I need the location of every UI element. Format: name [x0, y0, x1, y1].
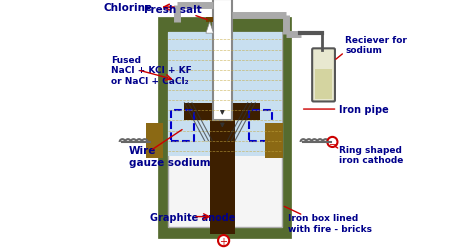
FancyBboxPatch shape	[210, 103, 235, 234]
Text: Fresh salt: Fresh salt	[144, 5, 202, 15]
Text: Wire
gauze sodium: Wire gauze sodium	[129, 145, 211, 167]
Text: $+$: $+$	[219, 235, 228, 246]
Circle shape	[327, 137, 337, 147]
FancyBboxPatch shape	[168, 33, 282, 156]
Text: Fused
NaCl + KCl + KF
or NaCl + CaCl₂: Fused NaCl + KCl + KF or NaCl + CaCl₂	[111, 56, 192, 85]
Text: Graphite anode: Graphite anode	[150, 212, 235, 222]
Text: Ring shaped
iron cathode: Ring shaped iron cathode	[339, 145, 403, 165]
Polygon shape	[206, 18, 213, 23]
FancyBboxPatch shape	[266, 123, 283, 159]
Text: Iron pipe: Iron pipe	[339, 105, 389, 115]
Circle shape	[218, 235, 229, 246]
Text: Iron box lined
with fire - bricks: Iron box lined with fire - bricks	[288, 213, 372, 233]
FancyBboxPatch shape	[168, 33, 282, 227]
Text: Chlorine: Chlorine	[104, 3, 153, 13]
Polygon shape	[206, 23, 213, 34]
FancyBboxPatch shape	[163, 23, 287, 234]
FancyBboxPatch shape	[146, 123, 164, 159]
FancyBboxPatch shape	[213, 0, 233, 121]
Text: $-$: $-$	[328, 137, 337, 147]
FancyBboxPatch shape	[315, 69, 332, 100]
Text: Reciever for
sodium: Reciever for sodium	[345, 36, 407, 55]
FancyBboxPatch shape	[184, 103, 260, 121]
FancyBboxPatch shape	[312, 49, 335, 102]
